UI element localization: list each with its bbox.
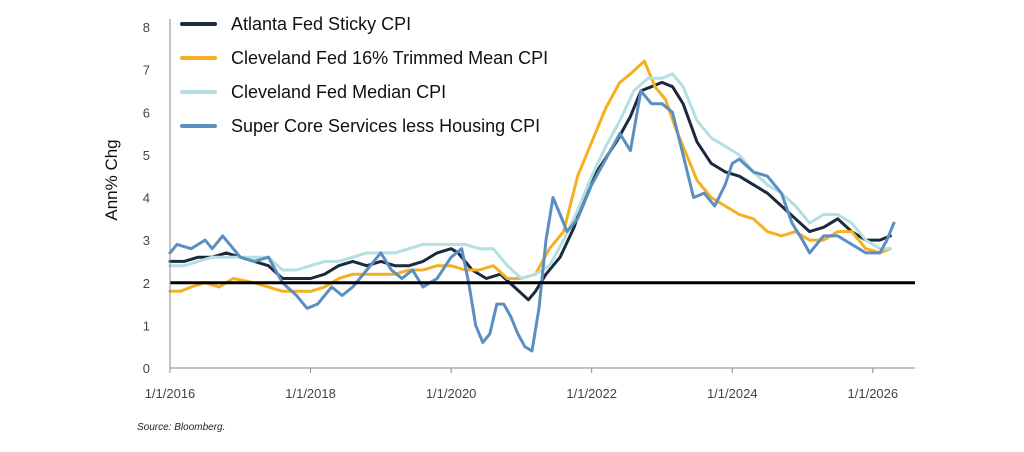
legend: Atlanta Fed Sticky CPI Cleveland Fed 16% … — [180, 14, 548, 136]
y-tick-label: 4 — [143, 191, 150, 206]
legend-label: Super Core Services less Housing CPI — [231, 116, 540, 136]
legend-label: Atlanta Fed Sticky CPI — [231, 14, 411, 34]
x-tick-label: 1/1/2026 — [848, 386, 899, 401]
source-note: Source: Bloomberg. — [137, 422, 226, 433]
x-tick-label: 1/1/2022 — [566, 386, 617, 401]
y-tick-labels: 0 1 2 3 4 5 6 7 8 — [143, 20, 150, 376]
series-line-3 — [168, 72, 892, 280]
y-axis-label: Ann% Chg — [102, 139, 121, 220]
x-tick-label: 1/1/2018 — [285, 386, 336, 401]
y-tick-label: 1 — [143, 318, 150, 333]
series-line-1 — [168, 80, 892, 302]
legend-label: Cleveland Fed 16% Trimmed Mean CPI — [231, 48, 548, 68]
y-tick-label: 6 — [143, 105, 150, 120]
y-tick-label: 2 — [143, 276, 150, 291]
y-tick-label: 3 — [143, 233, 150, 248]
y-tick-label: 8 — [143, 20, 150, 35]
x-tick-label: 1/1/2020 — [426, 386, 477, 401]
y-tick-label: 5 — [143, 148, 150, 163]
x-tick-label: 1/1/2016 — [145, 386, 196, 401]
y-tick-label: 7 — [143, 63, 150, 78]
y-tick-label: 0 — [143, 361, 150, 376]
x-tick-label: 1/1/2024 — [707, 386, 758, 401]
series-line-4 — [168, 89, 896, 353]
series-layer — [168, 59, 896, 353]
legend-label: Cleveland Fed Median CPI — [231, 82, 446, 102]
x-tick-labels: 1/1/2016 1/1/2018 1/1/2020 1/1/2022 1/1/2024… — [145, 368, 898, 401]
